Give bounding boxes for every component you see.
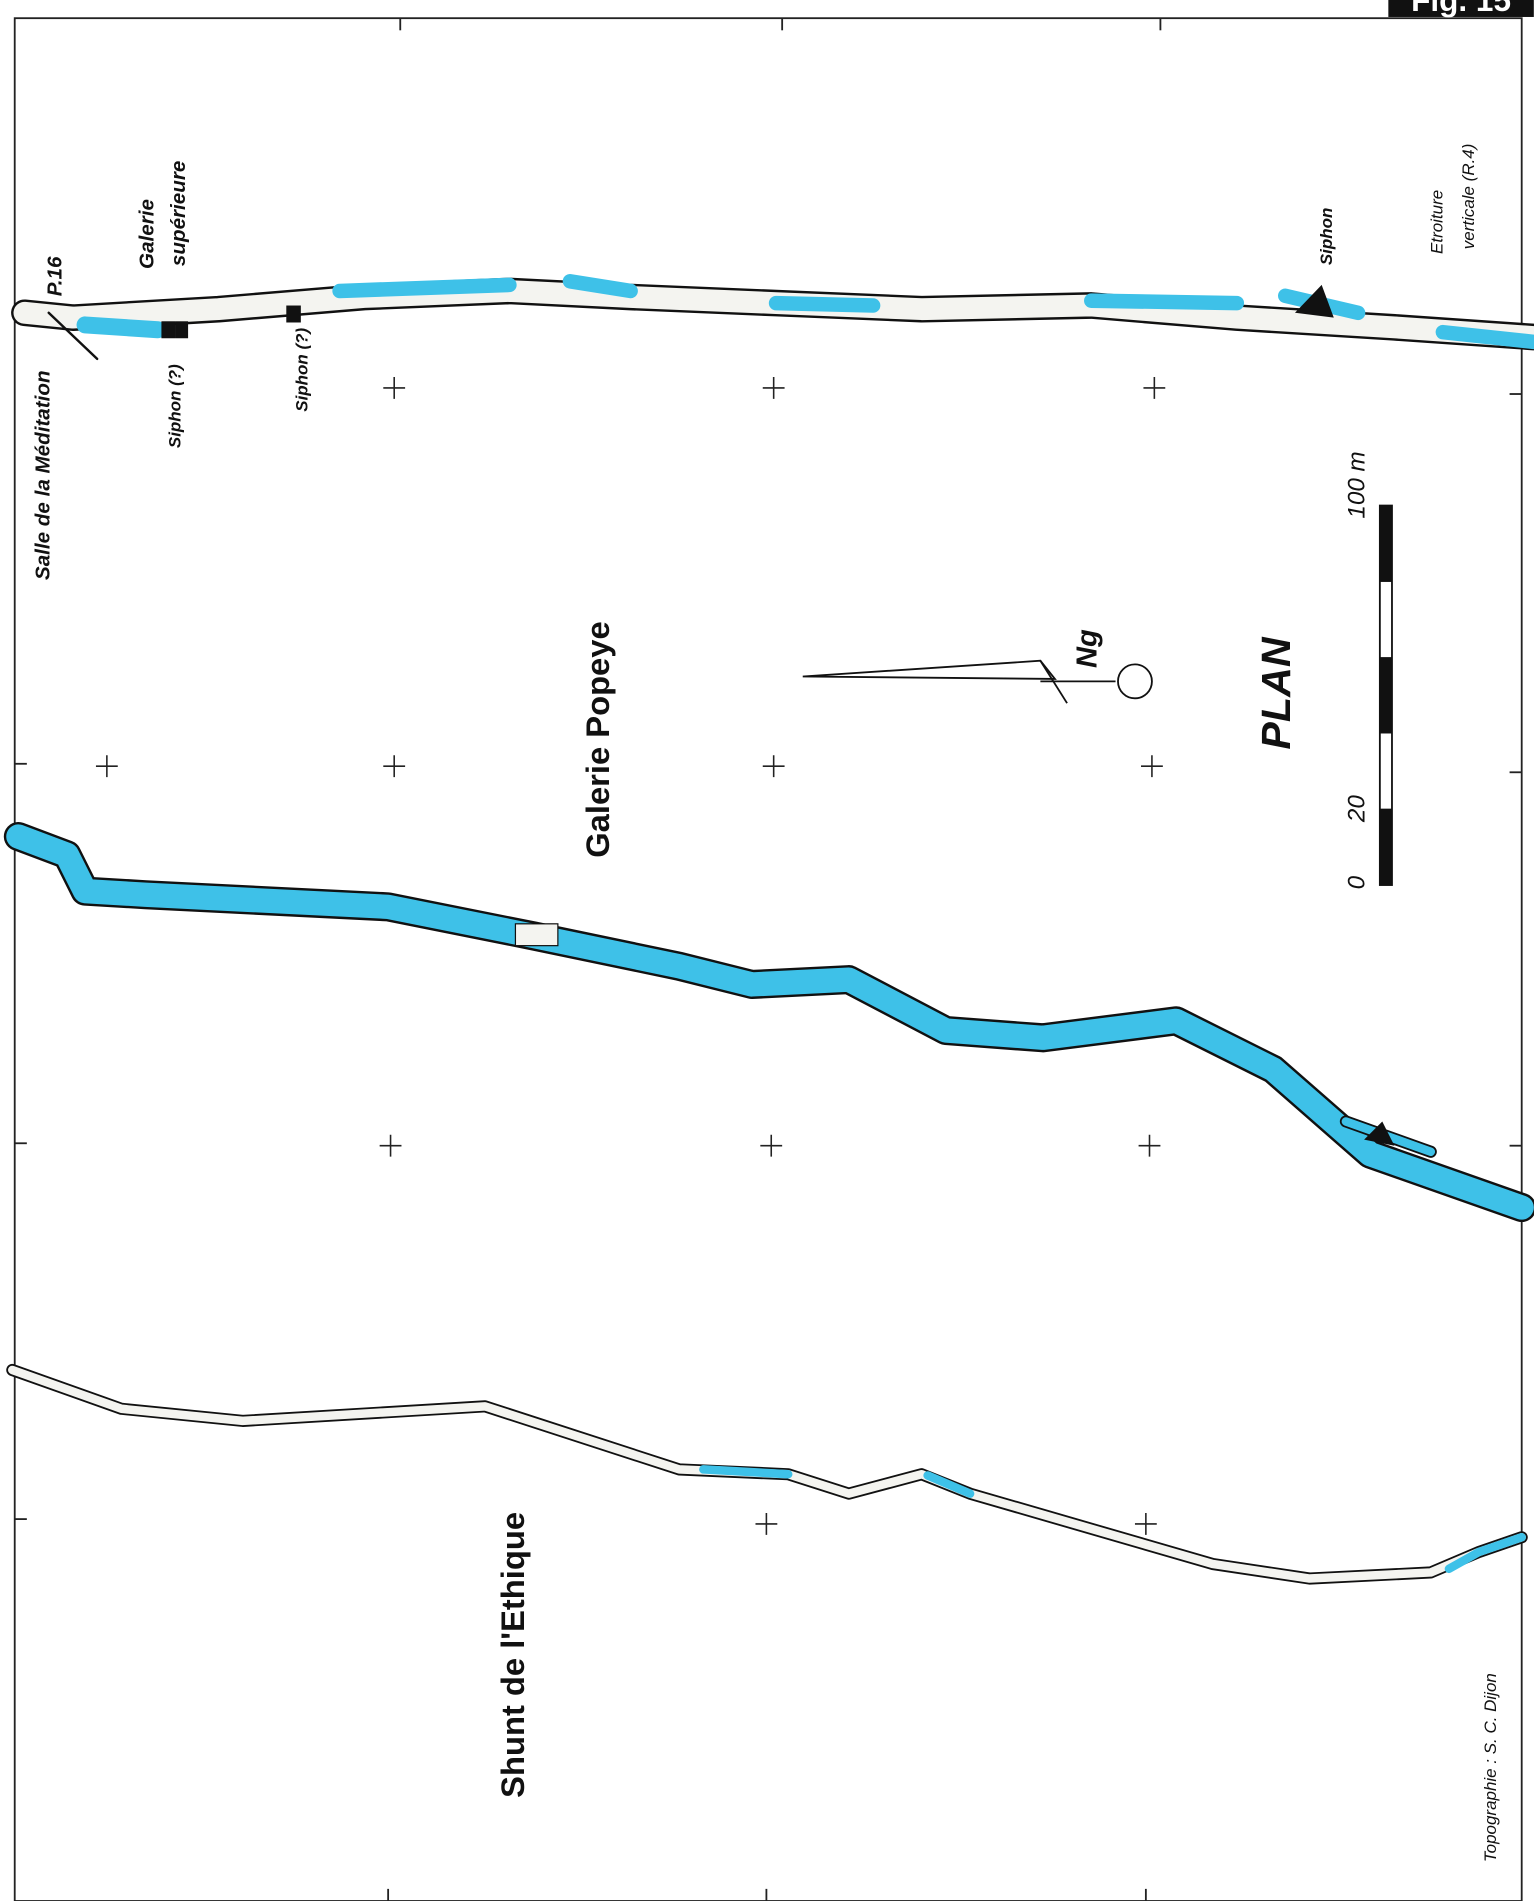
grid-cross	[762, 377, 785, 399]
grid-cross	[383, 755, 406, 778]
grid-cross	[1138, 1134, 1161, 1157]
gallery-label: Galerie Popeye	[579, 621, 616, 857]
north-arrow	[802, 659, 1153, 704]
place-label: Siphon	[1317, 208, 1336, 265]
scale-label: 20	[1343, 795, 1370, 823]
place-label: Siphon (?)	[293, 327, 312, 411]
grid-cross	[755, 1513, 778, 1535]
sump-mark	[1364, 1121, 1395, 1146]
place-label: supérieure	[167, 161, 190, 266]
scale-bar	[1378, 504, 1393, 886]
sump-mark	[161, 321, 176, 339]
sump-mark	[175, 321, 189, 339]
scale-label: 100 m	[1343, 451, 1370, 518]
place-label: verticale (R.4)	[1459, 144, 1478, 250]
fig-label: Fig. 15	[1411, 0, 1511, 18]
popeye-passage	[3, 821, 1534, 1223]
north-label: Ng	[1072, 629, 1104, 668]
scale-label: 0	[1343, 875, 1370, 889]
upper-passage	[11, 273, 1534, 361]
place-label: Galerie	[136, 199, 159, 269]
sump-mark	[286, 305, 301, 323]
blockage	[514, 923, 559, 947]
shunt-passage	[6, 1363, 1528, 1585]
grid-cross	[1141, 755, 1163, 778]
plan-label: PLAN	[1253, 636, 1299, 749]
grid-cross	[379, 1134, 402, 1157]
fig-badge	[1388, 0, 1534, 17]
place-label: Salle de la Méditation	[31, 370, 54, 580]
grid-cross	[1134, 1513, 1157, 1535]
place-label: Siphon (?)	[165, 364, 184, 448]
gallery-label: Shunt de l'Ethique	[494, 1512, 531, 1798]
grid-crosses	[95, 377, 1166, 1535]
grid-cross	[1143, 377, 1166, 399]
grid-cross	[762, 755, 785, 778]
credit: Topographie : S. C. Dijon	[1481, 1673, 1500, 1862]
grid-cross	[760, 1134, 783, 1157]
frame-ticks	[14, 18, 1522, 1901]
place-label: Etroiture	[1428, 190, 1447, 254]
place-label: P.16	[43, 256, 66, 296]
grid-cross	[383, 377, 406, 399]
sump-mark	[1294, 284, 1334, 318]
grid-cross	[95, 755, 118, 778]
